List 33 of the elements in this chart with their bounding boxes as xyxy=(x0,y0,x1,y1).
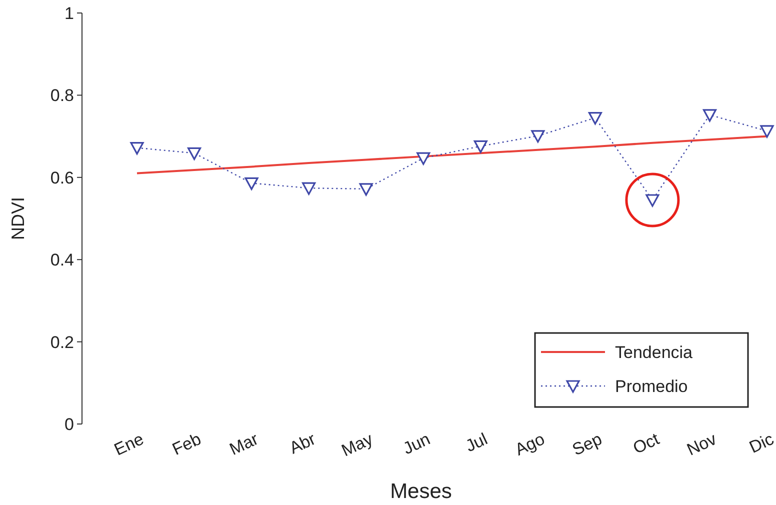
point xyxy=(760,125,774,138)
y-tick-label: 0.8 xyxy=(50,86,74,106)
x-tick-label: Jun xyxy=(400,429,434,458)
x-tick-label: Ago xyxy=(512,429,548,460)
point xyxy=(187,147,202,160)
x-tick-label: Mar xyxy=(226,429,262,459)
x-tick-label: Nov xyxy=(684,429,720,460)
x-tick-label: Ene xyxy=(111,429,147,460)
y-tick-label: 1 xyxy=(64,4,74,23)
x-tick-label: Jul xyxy=(462,429,490,456)
point xyxy=(531,130,545,143)
x-tick-label: Sep xyxy=(569,429,605,460)
y-axis-title: NDVI xyxy=(8,196,28,240)
point xyxy=(474,140,488,153)
point xyxy=(244,177,258,190)
point xyxy=(702,109,717,122)
legend-label: Promedio xyxy=(615,376,688,396)
x-tick-label: Dic xyxy=(746,429,776,458)
x-axis-title: Meses xyxy=(390,480,452,503)
x-tick-label: May xyxy=(338,429,376,460)
x-tick-label: Oct xyxy=(630,429,662,458)
legend-label: Tendencia xyxy=(615,342,694,362)
point xyxy=(130,142,144,155)
point xyxy=(359,183,373,196)
point xyxy=(302,182,316,195)
y-tick-label: 0.2 xyxy=(50,332,74,352)
y-tick-label: 0.6 xyxy=(50,168,74,188)
point xyxy=(416,152,430,165)
point xyxy=(588,112,602,125)
y-tick-label: 0.4 xyxy=(50,250,74,270)
x-tick-label: Abr xyxy=(286,429,319,458)
y-tick-label: 0 xyxy=(64,414,74,434)
x-tick-label: Feb xyxy=(169,429,204,460)
